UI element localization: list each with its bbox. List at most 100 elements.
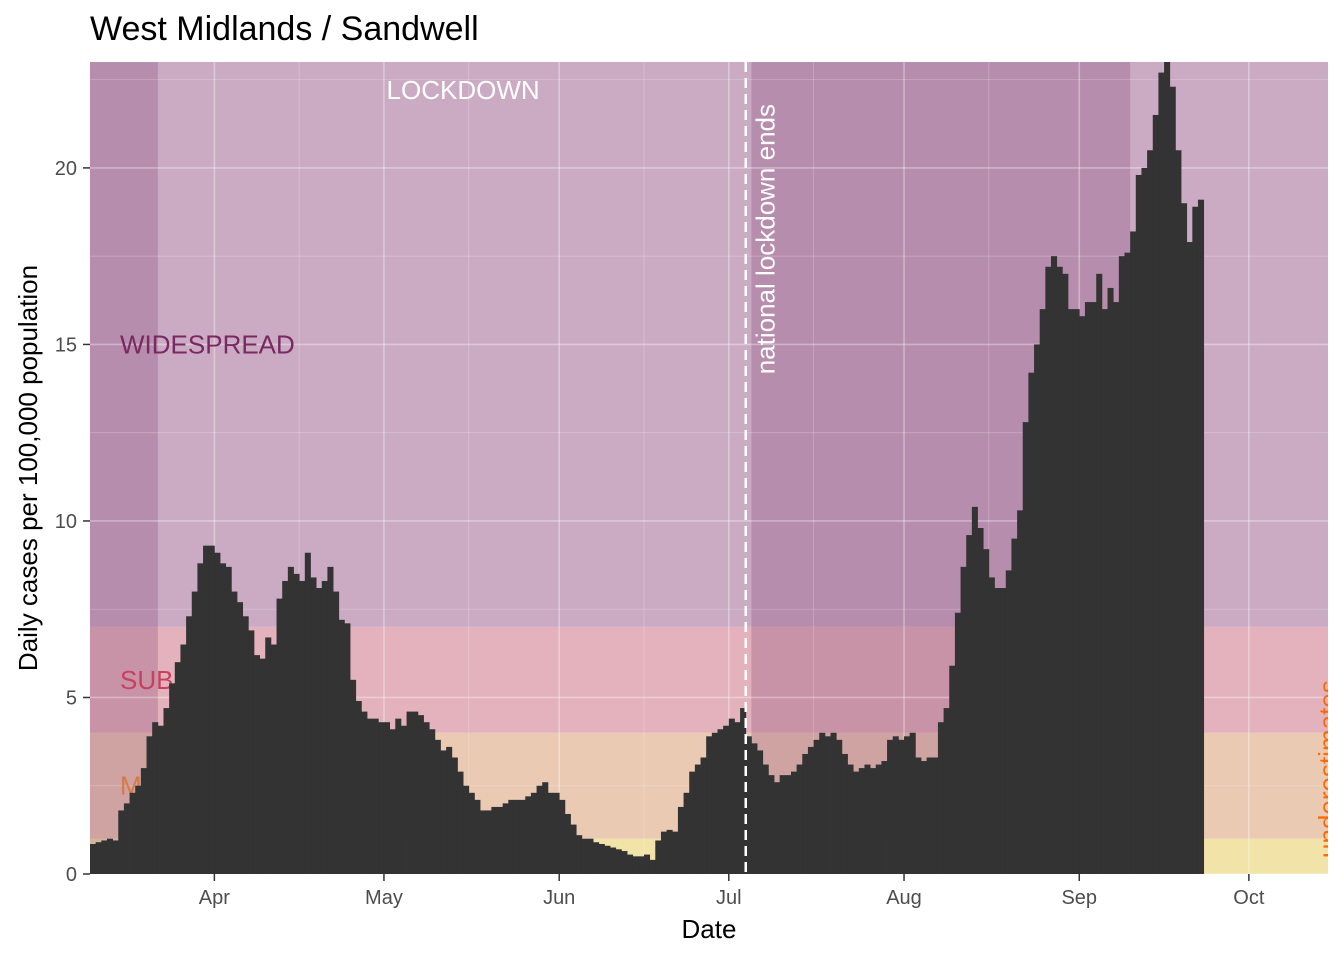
bar xyxy=(180,644,187,874)
bar xyxy=(576,835,583,874)
bar xyxy=(440,750,447,874)
bar xyxy=(1186,242,1193,874)
bar xyxy=(1113,302,1120,874)
bar xyxy=(1045,266,1052,874)
bar xyxy=(265,637,272,874)
bar xyxy=(977,528,984,874)
bar xyxy=(570,824,577,874)
band-label-widespread: WIDESPREAD xyxy=(120,329,295,359)
bar xyxy=(1181,203,1188,874)
x-tick-label: May xyxy=(365,887,403,909)
bar xyxy=(1090,302,1097,874)
bar xyxy=(457,771,464,874)
bar xyxy=(1141,167,1148,874)
bar xyxy=(694,764,701,874)
x-tick-label: Aug xyxy=(886,887,922,909)
bar xyxy=(1135,174,1142,874)
bar xyxy=(276,598,283,874)
bar xyxy=(621,851,628,874)
bar xyxy=(1158,72,1165,874)
bar xyxy=(1067,309,1075,874)
x-tick-label: Apr xyxy=(199,887,230,909)
bar xyxy=(689,771,696,874)
bar xyxy=(157,725,164,874)
bar xyxy=(649,859,656,874)
bar xyxy=(1028,372,1035,874)
bar xyxy=(807,746,814,874)
bar xyxy=(796,764,803,874)
bar xyxy=(293,573,300,874)
bar xyxy=(881,761,888,874)
bar xyxy=(282,580,289,874)
bar xyxy=(723,725,730,874)
bar xyxy=(660,831,668,874)
bar xyxy=(129,792,136,874)
bar xyxy=(299,580,306,874)
bar xyxy=(366,718,374,874)
bar xyxy=(485,810,492,874)
bar xyxy=(915,757,922,874)
bar xyxy=(547,792,554,874)
bar xyxy=(960,566,967,874)
bar xyxy=(525,796,532,874)
bar xyxy=(361,711,368,874)
bar xyxy=(1051,256,1058,874)
bar xyxy=(434,739,441,874)
bar xyxy=(197,563,204,874)
bar xyxy=(463,785,470,874)
bar xyxy=(643,854,651,874)
bar xyxy=(1130,231,1137,874)
bar xyxy=(451,757,458,874)
bar xyxy=(819,732,826,874)
bar xyxy=(220,563,227,874)
x-tick-label: Jul xyxy=(716,887,742,909)
bar xyxy=(728,718,735,874)
bar xyxy=(1152,114,1159,874)
bar xyxy=(774,782,781,874)
bar xyxy=(864,764,871,874)
daily-case-bars xyxy=(90,62,1205,874)
bar xyxy=(1073,309,1080,874)
bar xyxy=(1034,344,1041,874)
bar xyxy=(632,856,639,874)
bar xyxy=(870,768,877,874)
chart-title: West Midlands / Sandwell xyxy=(90,10,479,48)
bar xyxy=(225,566,232,874)
bar xyxy=(627,854,634,874)
bar xyxy=(700,757,707,874)
bar xyxy=(655,840,662,874)
bar xyxy=(412,711,419,874)
bar xyxy=(836,739,843,874)
bar xyxy=(751,743,758,874)
bar xyxy=(1022,422,1029,874)
y-tick-label: 10 xyxy=(55,511,77,533)
bar xyxy=(1164,62,1171,874)
bar xyxy=(932,757,939,874)
bar xyxy=(593,842,600,874)
bar xyxy=(937,722,944,874)
bar xyxy=(389,729,396,874)
bar xyxy=(259,658,266,874)
bar xyxy=(988,577,995,874)
bar xyxy=(530,792,537,874)
plot-panel: MODERATESUBSTANTIALWIDESPREAD LOCKDOWNna… xyxy=(90,62,1328,874)
bar xyxy=(1175,150,1182,874)
bar xyxy=(383,722,391,874)
bar xyxy=(423,722,430,874)
bar xyxy=(1192,206,1199,874)
bar xyxy=(847,764,854,874)
bar xyxy=(813,739,820,874)
y-tick-label: 5 xyxy=(66,687,77,709)
bar xyxy=(231,591,238,874)
bar xyxy=(994,588,1001,874)
bar xyxy=(497,806,504,874)
bar xyxy=(971,506,978,874)
bar xyxy=(338,619,345,874)
bar xyxy=(123,803,130,874)
bar xyxy=(949,665,956,874)
bar xyxy=(683,792,690,874)
bar xyxy=(802,753,809,874)
bar xyxy=(745,736,752,874)
bar xyxy=(559,799,566,874)
bar xyxy=(350,679,357,874)
